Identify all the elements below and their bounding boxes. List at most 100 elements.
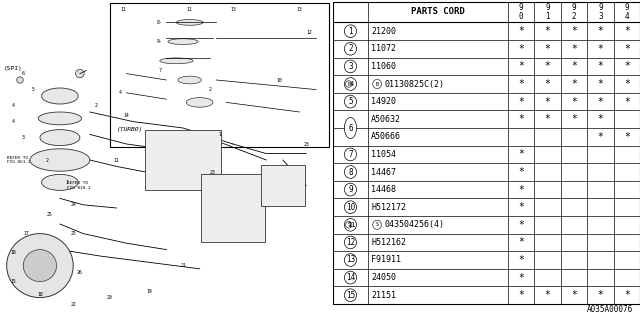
FancyBboxPatch shape [261, 165, 305, 206]
Text: *: * [518, 237, 524, 247]
Text: PARTS CORD: PARTS CORD [411, 7, 465, 17]
Text: 9
4: 9 4 [625, 3, 629, 21]
Text: *: * [545, 79, 550, 89]
Text: *: * [545, 61, 550, 71]
Text: *: * [597, 114, 604, 124]
Text: *: * [518, 290, 524, 300]
Text: 22: 22 [70, 301, 76, 307]
Ellipse shape [168, 39, 198, 44]
Text: 2: 2 [95, 103, 98, 108]
Text: 23: 23 [210, 170, 216, 175]
Text: 12: 12 [346, 238, 355, 247]
FancyBboxPatch shape [202, 174, 264, 242]
Text: 5: 5 [32, 87, 35, 92]
Text: 4: 4 [118, 90, 121, 95]
Text: 9: 9 [348, 185, 353, 194]
Ellipse shape [30, 149, 90, 171]
Bar [110, 3, 330, 147]
Text: *: * [518, 185, 524, 195]
Text: 1: 1 [348, 27, 353, 36]
Text: 14: 14 [346, 273, 355, 282]
Text: 13: 13 [346, 255, 355, 265]
Text: 13: 13 [230, 7, 236, 12]
Text: 23: 23 [303, 141, 309, 147]
Text: *: * [518, 79, 524, 89]
Text: 9
2: 9 2 [572, 3, 576, 21]
Text: 14467: 14467 [371, 167, 396, 177]
Text: *: * [597, 61, 604, 71]
Text: 11072: 11072 [371, 44, 396, 53]
Text: 14920: 14920 [371, 97, 396, 106]
Text: *: * [518, 255, 524, 265]
Text: 21200: 21200 [371, 27, 396, 36]
Text: *: * [597, 132, 604, 142]
Text: *: * [597, 26, 604, 36]
Circle shape [344, 148, 356, 161]
Text: 19: 19 [147, 289, 152, 294]
Circle shape [17, 77, 23, 83]
Text: H512172: H512172 [371, 203, 406, 212]
Text: *: * [571, 97, 577, 107]
Ellipse shape [42, 174, 78, 190]
Circle shape [344, 271, 356, 284]
Ellipse shape [160, 58, 193, 64]
Text: 11: 11 [348, 222, 356, 228]
Text: 18: 18 [10, 250, 16, 255]
Text: *: * [571, 44, 577, 54]
Text: *: * [518, 61, 524, 71]
Text: *: * [624, 26, 630, 36]
Text: *: * [624, 61, 630, 71]
Text: B: B [348, 82, 350, 86]
Circle shape [23, 250, 56, 282]
Text: B: B [376, 82, 379, 86]
Text: *: * [518, 97, 524, 107]
Text: *: * [518, 114, 524, 124]
Text: 2: 2 [208, 87, 211, 92]
Text: 18: 18 [37, 292, 43, 297]
Text: 15: 15 [346, 291, 355, 300]
Text: 15: 15 [10, 279, 16, 284]
Text: *: * [545, 26, 550, 36]
Ellipse shape [344, 117, 356, 139]
Text: 21151: 21151 [371, 291, 396, 300]
Text: *: * [518, 273, 524, 283]
Text: 2: 2 [348, 44, 353, 53]
Text: 10: 10 [346, 203, 355, 212]
Text: *: * [518, 44, 524, 54]
Text: 25: 25 [47, 212, 52, 217]
Ellipse shape [178, 76, 202, 84]
Text: (TURBO): (TURBO) [116, 127, 143, 132]
Text: *: * [518, 26, 524, 36]
Text: 24050: 24050 [371, 273, 396, 282]
FancyBboxPatch shape [145, 130, 221, 190]
Text: *: * [597, 290, 604, 300]
Text: *: * [624, 290, 630, 300]
Text: *: * [545, 97, 550, 107]
Text: 8: 8 [348, 167, 353, 177]
Text: *: * [545, 290, 550, 300]
Circle shape [344, 60, 356, 73]
Text: F91911: F91911 [371, 255, 401, 265]
Text: 14468: 14468 [371, 185, 396, 194]
Text: 13: 13 [297, 7, 302, 12]
Text: 5: 5 [348, 97, 353, 106]
Circle shape [76, 69, 84, 78]
Text: 9
3: 9 3 [598, 3, 603, 21]
Text: A035A00076: A035A00076 [588, 305, 634, 314]
Text: 9
1: 9 1 [545, 3, 550, 21]
Ellipse shape [40, 130, 80, 146]
Text: *: * [518, 149, 524, 159]
Circle shape [344, 95, 356, 108]
Text: *: * [571, 79, 577, 89]
Text: 11: 11 [120, 7, 126, 12]
Text: 24: 24 [70, 202, 76, 207]
Text: *: * [571, 26, 577, 36]
Circle shape [344, 25, 356, 37]
Text: *: * [624, 79, 630, 89]
Circle shape [344, 78, 356, 90]
Text: S: S [348, 222, 350, 227]
Text: *: * [597, 44, 604, 54]
Circle shape [344, 236, 356, 249]
Text: 26: 26 [77, 269, 83, 275]
Text: 11: 11 [187, 7, 193, 12]
